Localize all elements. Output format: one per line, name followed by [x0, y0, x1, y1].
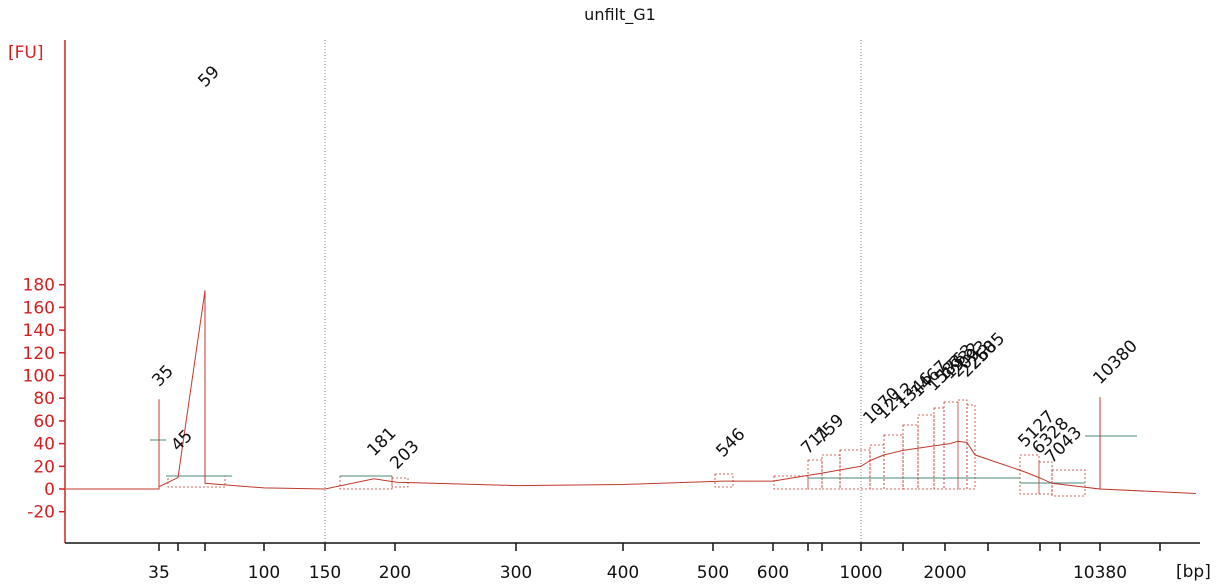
- peak-region: [902, 424, 919, 490]
- x-tick-label: 1000: [839, 563, 882, 583]
- peak-regions: [150, 399, 1137, 497]
- marker-label-10380: 10380: [1089, 336, 1141, 388]
- y-tick-label: 40: [33, 435, 55, 455]
- peak-region: [1019, 454, 1040, 495]
- peak-region: [839, 449, 871, 490]
- x-tick-label: 35: [148, 563, 170, 583]
- y-tick-label: 140: [23, 321, 55, 341]
- peak-region: [167, 475, 226, 488]
- y-tick-label: 120: [23, 344, 55, 364]
- y-tick-label: -20: [27, 503, 55, 523]
- peak-region: [966, 404, 976, 490]
- x-axis-label: [bp]: [1176, 562, 1211, 582]
- peak-region: [933, 407, 945, 490]
- peak-label-45: 45: [167, 426, 196, 455]
- y-axis-label: [FU]: [8, 43, 44, 63]
- peak-label-59: 59: [194, 62, 223, 91]
- peak-region: [714, 473, 734, 488]
- axes: [64, 40, 1200, 544]
- y-tick-label: 20: [33, 457, 55, 477]
- x-tick-label: 500: [697, 563, 729, 583]
- y-tick-label: 180: [23, 276, 55, 296]
- x-tick-label: 400: [607, 563, 639, 583]
- peak-region: [821, 454, 841, 490]
- marker-label-35: 35: [148, 361, 177, 390]
- y-tick-label: 60: [33, 412, 55, 432]
- peak-region: [773, 475, 809, 490]
- x-tick-label: 150: [309, 563, 341, 583]
- peak-region: [869, 444, 885, 490]
- series-line-0: [66, 290, 1197, 494]
- chart-title: unfilt_G1: [584, 5, 656, 25]
- x-tick-label: 100: [248, 563, 280, 583]
- peak-region: [339, 475, 393, 490]
- y-tick-label: 80: [33, 389, 55, 409]
- x-tick-label: 600: [757, 563, 789, 583]
- x-tick-label: 200: [379, 563, 411, 583]
- peak-region: [943, 401, 959, 490]
- x-tick-label: 10380: [1073, 563, 1127, 583]
- peak-region: [957, 399, 968, 490]
- x-tick-label: 2000: [923, 563, 966, 583]
- y-tick-label: 0: [44, 480, 55, 500]
- y-tick-label: 100: [23, 367, 55, 387]
- x-tick-label: 300: [500, 563, 532, 583]
- y-tick-label: 160: [23, 298, 55, 318]
- series: [66, 290, 1197, 494]
- peak-region: [883, 434, 904, 490]
- peak-label-546: 546: [712, 424, 749, 461]
- x-ticks: 35 100 150 200 300 400 500 600 1000 2000 10380: [148, 543, 1161, 583]
